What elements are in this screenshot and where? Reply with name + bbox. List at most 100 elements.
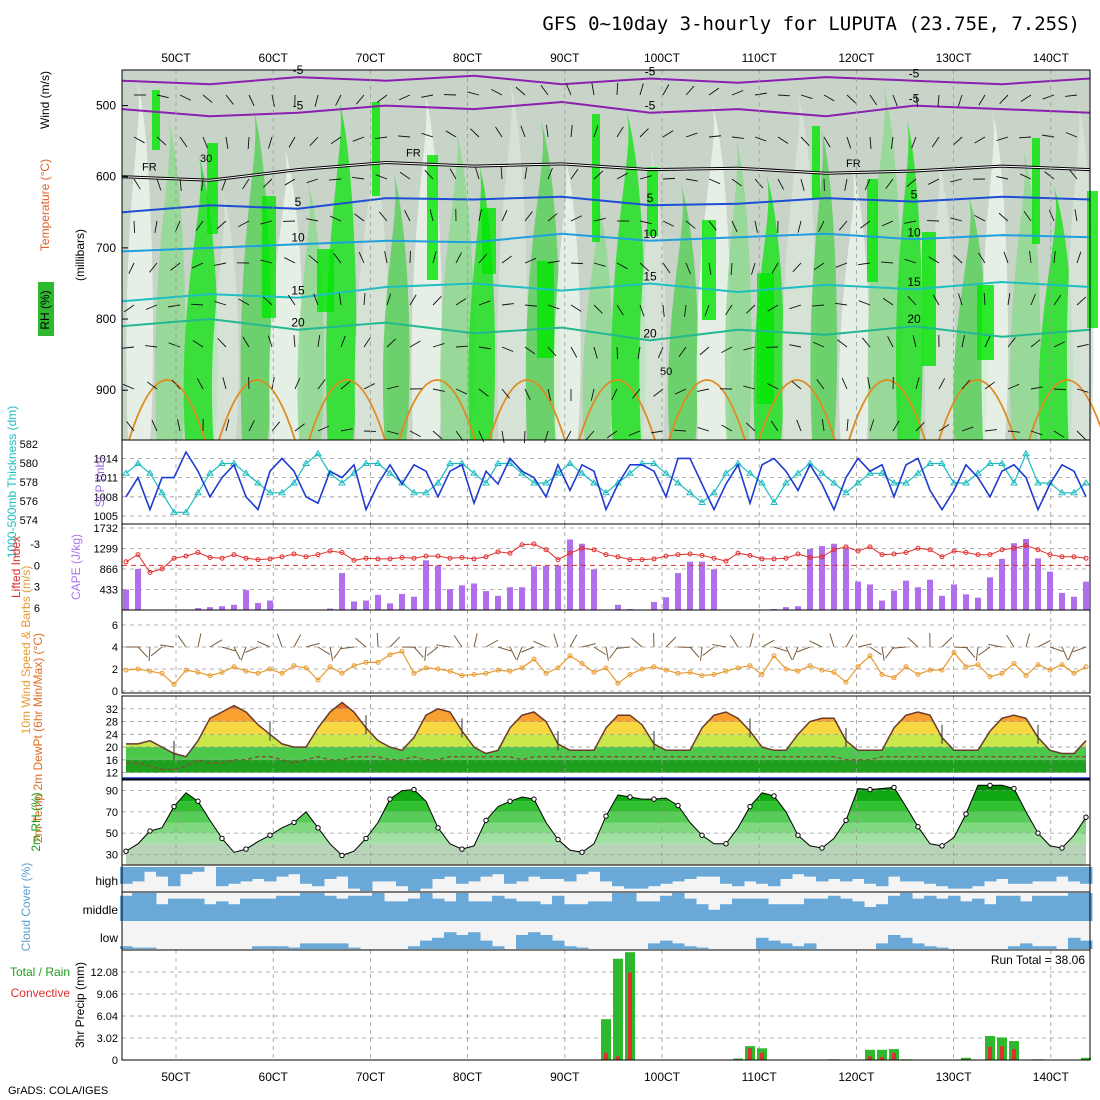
rh-point xyxy=(1011,785,1017,792)
x-tick-label-bottom: 60CT xyxy=(259,1070,289,1084)
wind-barb xyxy=(478,209,482,222)
cape-bar xyxy=(1011,543,1017,610)
wind-barb xyxy=(317,425,330,432)
thickness-point xyxy=(362,459,370,466)
wind-barb xyxy=(754,92,767,96)
precip-convective-bar xyxy=(892,1052,896,1060)
lifted-index-point xyxy=(315,552,321,558)
wind-barb xyxy=(662,84,670,96)
lifted-index-point xyxy=(699,552,705,558)
wind-barb xyxy=(628,430,641,436)
cloud-bar xyxy=(444,867,457,877)
wind-speed-point xyxy=(999,670,1005,676)
wind-barb xyxy=(861,337,871,348)
rh-high-cell xyxy=(592,114,600,242)
lifted-index-point xyxy=(903,550,909,556)
rh-shade xyxy=(668,183,699,440)
cape-bar xyxy=(363,600,369,610)
rh-point xyxy=(435,825,441,831)
wind-barb xyxy=(846,419,849,432)
cape-bar xyxy=(387,603,393,610)
cloud-bar xyxy=(660,940,673,949)
wind-barb xyxy=(907,637,919,648)
x-tick-label-top: 80CT xyxy=(453,51,483,65)
cape-bar xyxy=(123,589,129,610)
panel-frame xyxy=(121,949,1091,1061)
thickness-point xyxy=(842,488,850,496)
precip-total-bar xyxy=(877,1049,887,1060)
x-tick-label-bottom: 120CT xyxy=(838,1070,875,1084)
x-tick-label-bottom: 130CT xyxy=(936,1070,973,1084)
cloud-bar xyxy=(684,898,697,921)
wind-barb xyxy=(524,346,536,355)
cloud-axis-label: Cloud Cover (%) xyxy=(19,863,33,952)
wind-barb xyxy=(547,304,560,310)
wind-barb xyxy=(179,178,182,191)
cloud-bar xyxy=(588,867,601,872)
precip-convective-bar xyxy=(988,1046,992,1060)
wind-barb xyxy=(785,646,793,660)
wind-barb xyxy=(892,94,898,107)
thickness-point xyxy=(914,469,922,476)
wind-speed-point xyxy=(231,664,237,670)
wind-barb xyxy=(984,335,991,348)
thickness-point xyxy=(794,469,802,476)
wind-barb xyxy=(792,646,799,661)
wind-barb xyxy=(700,646,703,661)
rh-band xyxy=(126,833,1086,844)
wind-barb xyxy=(509,646,517,660)
rh-contour-label: 50 xyxy=(660,366,672,378)
wind-barb xyxy=(674,388,687,395)
rh-point xyxy=(339,852,345,859)
cloud-bar xyxy=(408,946,421,949)
lifted-index-point xyxy=(375,556,381,562)
wind-barb xyxy=(195,220,204,231)
cloud-bar xyxy=(960,867,973,889)
cloud-bar xyxy=(228,867,241,884)
cloud-bar xyxy=(768,904,781,921)
wind-barb xyxy=(988,643,1003,648)
cloud-bar xyxy=(492,895,505,921)
wind-speed-point xyxy=(891,675,897,681)
wind-barb xyxy=(263,178,273,188)
cloud-bar xyxy=(120,867,133,884)
cape-bar xyxy=(795,606,801,610)
temp-tick-label: 28 xyxy=(106,717,118,729)
wind-barb xyxy=(1037,639,1051,648)
wind-speed-point xyxy=(1059,662,1065,668)
rh-shade xyxy=(126,80,154,440)
wind-barb xyxy=(133,220,136,234)
wind-barb xyxy=(470,128,480,138)
cloud-bar xyxy=(360,895,373,921)
wind-speed-point xyxy=(723,668,729,674)
wind-barb xyxy=(222,377,227,390)
wind-barb xyxy=(616,172,628,180)
wind-barb xyxy=(1065,94,1078,97)
thickness-point xyxy=(674,479,682,486)
precip-total-bar xyxy=(865,1049,875,1060)
wind-barb xyxy=(812,341,825,348)
warm-isotherm xyxy=(758,379,836,441)
warm-isotherm xyxy=(938,379,1016,441)
wind-barb xyxy=(363,383,375,390)
wind-barb xyxy=(657,346,664,359)
wind-barb xyxy=(800,178,805,191)
lifted-index-point xyxy=(723,558,729,564)
thickness-point xyxy=(1082,479,1090,486)
temp-tick-label: 20 xyxy=(106,742,118,754)
wind-barb xyxy=(915,94,919,107)
wind-barb xyxy=(590,388,595,401)
wind-barb xyxy=(455,345,469,348)
wind-barb xyxy=(731,90,744,96)
cloud-bar xyxy=(804,867,817,877)
cape-bar xyxy=(219,606,225,610)
lifted-index-point xyxy=(243,555,249,561)
thickness-point xyxy=(986,459,994,466)
x-axis-bottom: 50CT 60CT 70CT 80CT 90CT 100CT 110CT 120CT 130CT… xyxy=(161,1070,1069,1084)
cape-bar xyxy=(987,577,993,610)
cloud-bar xyxy=(252,898,265,921)
wind-barb xyxy=(767,383,779,390)
wind-barb xyxy=(1053,251,1056,264)
cloud-bar xyxy=(456,935,469,949)
wind-barb xyxy=(860,220,871,229)
